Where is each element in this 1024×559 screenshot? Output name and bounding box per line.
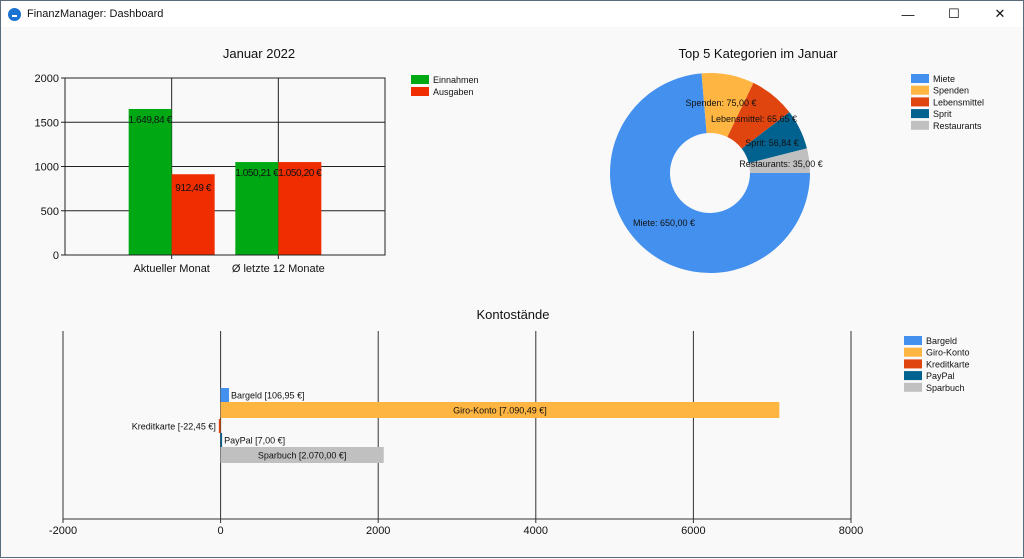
pie-slice-sprit bbox=[741, 112, 807, 164]
plot-frame bbox=[64, 77, 386, 256]
bar-ausgaben bbox=[278, 162, 322, 255]
pie-slice-spenden bbox=[701, 73, 754, 137]
pie-slice-lebensmittel bbox=[727, 82, 790, 149]
legend-swatch bbox=[904, 347, 922, 357]
title-bar: FinanzManager: Dashboard — ☐ ✕ bbox=[1, 1, 1023, 27]
data-label: 1.649,84 € bbox=[129, 115, 173, 126]
x-tick-label: 4000 bbox=[524, 525, 548, 537]
bar-einnahmen bbox=[128, 108, 172, 255]
legend-label: Ausgaben bbox=[433, 87, 474, 97]
window-title: FinanzManager: Dashboard bbox=[27, 8, 164, 20]
legend-swatch bbox=[911, 97, 929, 107]
bar-bargeld bbox=[220, 388, 230, 402]
data-label: Bargeld [106,95 €] bbox=[231, 391, 305, 401]
y-tick-label: 1000 bbox=[35, 162, 59, 174]
slice-label: Miete: 650,00 € bbox=[633, 218, 695, 228]
chart-title: Januar 2022 bbox=[223, 46, 295, 61]
legend-swatch bbox=[911, 120, 929, 130]
legend-label: Giro-Konto bbox=[926, 348, 970, 358]
bar-giro-konto bbox=[220, 402, 780, 418]
legend-swatch bbox=[911, 85, 929, 95]
legend-swatch bbox=[411, 87, 429, 96]
x-tick-label: 8000 bbox=[839, 525, 863, 537]
slice-label: Sprit: 56,84 € bbox=[745, 138, 799, 148]
chart-title: Top 5 Kategorien im Januar bbox=[679, 46, 839, 61]
legend-label: Sprit bbox=[933, 109, 952, 119]
legend-swatch bbox=[904, 336, 922, 345]
bar-einnahmen bbox=[235, 162, 279, 255]
x-tick-label: Aktueller Monat bbox=[133, 263, 209, 275]
data-label: 1.050,21 € bbox=[235, 168, 279, 179]
legend-swatch bbox=[904, 359, 922, 369]
slice-label: Spenden: 75,00 € bbox=[685, 98, 756, 108]
x-tick-label: 2000 bbox=[366, 525, 390, 537]
legend-label: Kreditkarte bbox=[926, 359, 970, 369]
slice-label: Lebensmittel: 65,65 € bbox=[711, 114, 797, 124]
legend-label: Bargeld bbox=[926, 336, 957, 346]
legend-label: Sparbuch bbox=[926, 383, 965, 393]
close-button[interactable]: ✕ bbox=[994, 6, 1006, 21]
y-tick-label: 500 bbox=[41, 206, 59, 218]
legend-swatch bbox=[411, 75, 429, 84]
x-tick-label: -2000 bbox=[49, 525, 77, 537]
minimize-button[interactable]: — bbox=[901, 6, 915, 22]
legend-swatch bbox=[911, 74, 929, 83]
legend-label: PayPal bbox=[926, 371, 955, 381]
data-label: 1.050,20 € bbox=[278, 168, 322, 179]
legend-swatch bbox=[904, 382, 922, 392]
bar-sparbuch bbox=[220, 447, 384, 463]
legend-swatch bbox=[911, 109, 929, 119]
y-tick-label: 2000 bbox=[35, 73, 59, 85]
maximize-button[interactable]: ☐ bbox=[948, 6, 960, 21]
y-tick-label: 1500 bbox=[35, 117, 59, 129]
app-icon bbox=[8, 7, 21, 21]
legend-label: Lebensmittel bbox=[933, 97, 984, 107]
legend-label: Spenden bbox=[933, 86, 969, 96]
bar-paypal bbox=[220, 433, 223, 447]
legend-swatch bbox=[904, 371, 922, 381]
x-tick-label: 6000 bbox=[681, 525, 705, 537]
legend-label: Einnahmen bbox=[433, 75, 479, 85]
pie-slice-miete bbox=[610, 73, 810, 274]
data-label: Giro-Konto [7.090,49 €] bbox=[453, 406, 547, 416]
data-label: 912,49 € bbox=[175, 183, 212, 194]
x-tick-label: 0 bbox=[218, 525, 224, 537]
x-tick-label: Ø letzte 12 Monate bbox=[232, 263, 325, 275]
bar-ausgaben bbox=[171, 174, 215, 255]
data-label: PayPal [7,00 €] bbox=[224, 436, 285, 446]
data-label: Kreditkarte [-22,45 €] bbox=[132, 422, 216, 432]
legend-label: Miete bbox=[933, 74, 955, 84]
legend-label: Restaurants bbox=[933, 121, 982, 131]
bar-kreditkarte bbox=[218, 419, 221, 433]
slice-label: Restaurants: 35,00 € bbox=[739, 159, 823, 169]
pie-slice-restaurants bbox=[748, 148, 810, 173]
chart-title: Kontostände bbox=[476, 307, 549, 322]
data-label: Sparbuch [2.070,00 €] bbox=[258, 451, 347, 461]
y-tick-label: 0 bbox=[53, 250, 59, 262]
